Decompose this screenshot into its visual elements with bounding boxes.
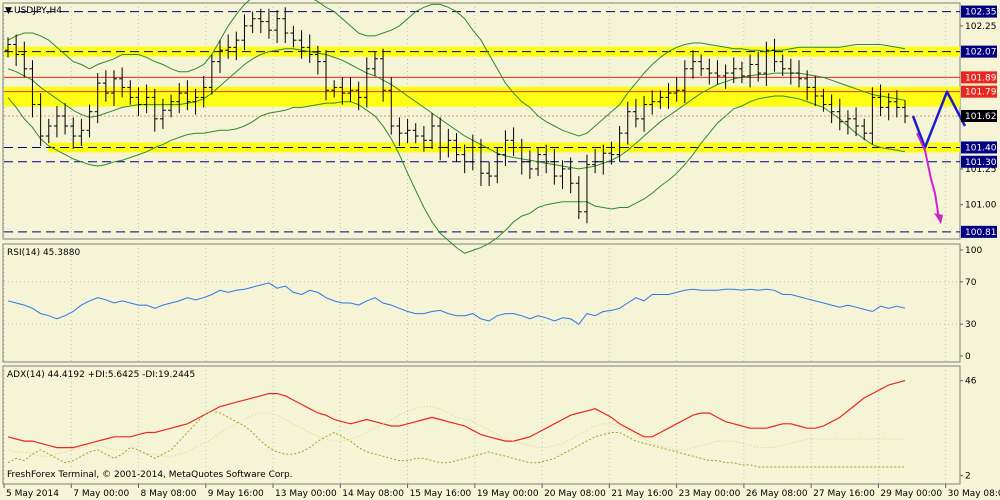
adx-tick-label: 2 bbox=[965, 472, 971, 482]
time-tick-label: 26 May 08:00 bbox=[746, 489, 808, 499]
bollinger-bands bbox=[7, 0, 906, 254]
time-tick-label: 7 May 00:00 bbox=[73, 489, 129, 499]
symbol-arrow-icon[interactable]: ▼ bbox=[5, 6, 12, 16]
rsi-title: RSI(14) 45.3880 bbox=[7, 248, 80, 258]
price-tick-label: 101.25 bbox=[965, 165, 997, 175]
forecast-paths bbox=[911, 90, 967, 224]
price-label-box bbox=[961, 45, 997, 58]
price-label-text: 101.62 bbox=[965, 112, 997, 122]
price-label-text: 101.89 bbox=[965, 73, 997, 83]
main-grid bbox=[3, 3, 947, 484]
plus-di-line bbox=[7, 410, 905, 468]
candlesticks bbox=[5, 7, 908, 224]
main-panel-frame bbox=[2, 2, 961, 240]
bollinger-lower bbox=[7, 95, 906, 254]
time-tick-label: 14 May 08:00 bbox=[342, 489, 404, 499]
bollinger-upper bbox=[7, 0, 906, 137]
time-tick-label: 9 May 16:00 bbox=[208, 489, 264, 499]
price-tick-label: 101.00 bbox=[965, 201, 997, 211]
time-tick-label: 29 May 00:00 bbox=[880, 489, 942, 499]
price-label-box bbox=[961, 71, 997, 84]
rsi-line bbox=[7, 282, 906, 325]
time-tick-label: 19 May 00:00 bbox=[477, 489, 539, 499]
forecast-magenta-path bbox=[916, 132, 940, 220]
time-tick-label: 20 May 08:00 bbox=[544, 489, 606, 499]
time-tick-label: 13 May 00:00 bbox=[275, 489, 337, 499]
main-title: USDJPY,H4 bbox=[14, 6, 62, 16]
footer-copyright: FreshForex Terminal, © 2001-2014, MetaQu… bbox=[7, 470, 293, 480]
price-label-text: 100.81 bbox=[965, 228, 997, 238]
price-tick-label: 102.25 bbox=[965, 22, 997, 32]
price-label-box bbox=[961, 5, 997, 18]
yellow-zone bbox=[4, 86, 960, 107]
time-tick-label: 5 May 2014 bbox=[6, 489, 59, 499]
price-label-text: 102.07 bbox=[965, 48, 997, 58]
adx-panel-frame bbox=[2, 365, 961, 485]
time-axis: 5 May 2014 7 May 00:00 8 May 08:00 9 May 16… bbox=[3, 484, 1000, 499]
rsi-tick-label: 100 bbox=[965, 246, 982, 256]
price-label-box bbox=[961, 141, 997, 154]
rsi-tick-label: 30 bbox=[965, 320, 977, 330]
price-levels bbox=[4, 11, 960, 233]
minus-di-line bbox=[7, 406, 905, 457]
adx-line bbox=[7, 380, 906, 449]
price-label-box bbox=[961, 155, 997, 168]
price-label-text: 101.79 bbox=[965, 88, 997, 98]
yellow-zone bbox=[48, 142, 960, 153]
price-label-box bbox=[961, 109, 997, 122]
price-label-box bbox=[961, 225, 997, 238]
time-tick-label: 8 May 08:00 bbox=[141, 489, 197, 499]
adx-tick-label: 46 bbox=[965, 377, 977, 387]
time-tick-label: 15 May 16:00 bbox=[410, 489, 472, 499]
rsi-panel-frame bbox=[2, 243, 961, 363]
price-label-text: 101.30 bbox=[965, 158, 997, 168]
price-label-text: 101.40 bbox=[965, 143, 997, 153]
rsi-series: 100 70 30 0 bbox=[4, 246, 982, 362]
rsi-tick-label: 0 bbox=[965, 352, 971, 362]
time-tick-label: 21 May 16:00 bbox=[611, 489, 673, 499]
time-tick-label: 30 May 08:00 bbox=[948, 489, 1000, 499]
price-label-text: 102.35 bbox=[965, 8, 997, 18]
price-axis-labels: 102.25 101.25 101.00 102.35 102.07 101.89 101.… bbox=[960, 5, 997, 238]
time-tick-label: 23 May 00:00 bbox=[679, 489, 741, 499]
adx-title: ADX(14) 44.4192 +DI:5.6425 -DI:19.2445 bbox=[7, 370, 195, 380]
adx-series: 46 2 bbox=[7, 377, 977, 482]
time-tick-label: 27 May 16:00 bbox=[813, 489, 875, 499]
rsi-tick-label: 70 bbox=[965, 278, 977, 288]
bollinger-middle bbox=[7, 48, 906, 170]
price-label-box bbox=[961, 85, 997, 98]
forecast-blue-path bbox=[911, 90, 967, 149]
forecast-arrow-icon bbox=[934, 212, 943, 224]
